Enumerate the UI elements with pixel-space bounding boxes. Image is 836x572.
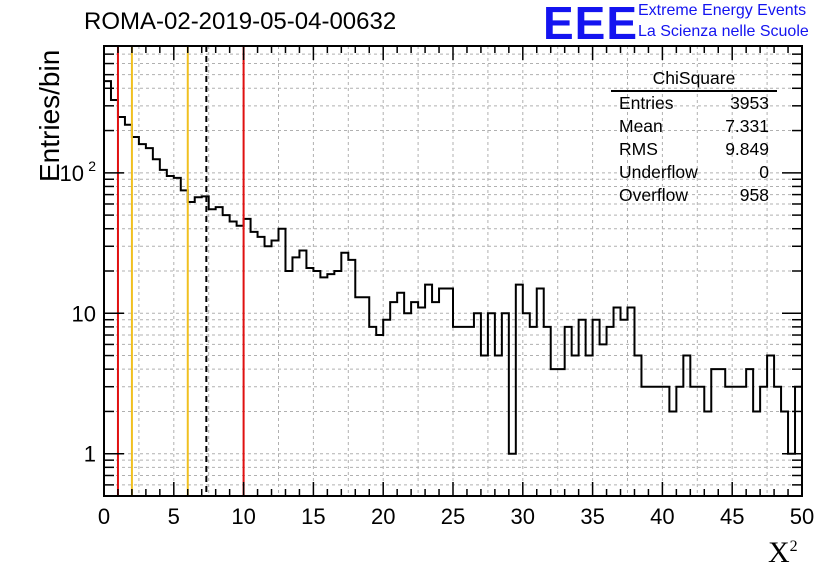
x-axis-label-base: X [768, 536, 790, 569]
stats-title: ChiSquare [611, 66, 777, 92]
stats-row: RMS 9.849 [611, 138, 777, 161]
x-tick-label: 0 [98, 504, 110, 529]
y-axis-label: Entries/bin [34, 49, 65, 182]
grid-lines [104, 46, 802, 496]
x-tick-label: 15 [301, 504, 325, 529]
stats-value: 7.331 [725, 116, 769, 136]
stats-label: Underflow [619, 162, 698, 182]
stats-label: Overflow [619, 185, 689, 205]
y-tick-label: 10 [60, 161, 84, 186]
x-tick-label: 25 [441, 504, 465, 529]
stats-label: Mean [619, 116, 663, 136]
y-tick-label: 1 [84, 442, 96, 467]
stats-row: Overflow 958 [611, 184, 777, 207]
stats-value: 9.849 [725, 139, 769, 159]
histogram-series [104, 80, 802, 455]
x-axis-label: X2 [768, 536, 798, 570]
stats-label: Entries [619, 93, 674, 113]
reference-lines [116, 46, 245, 496]
histogram-step-line [104, 80, 802, 455]
eee-logo: EEE [543, 0, 639, 49]
x-tick-label: 45 [720, 504, 744, 529]
x-tick-label: 10 [231, 504, 255, 529]
x-axis-label-sup: 2 [789, 538, 798, 555]
x-axis-ticks: 0 5 10 15 20 25 30 35 40 45 50 [98, 46, 814, 529]
y-tick-label: 10 [72, 301, 96, 326]
stats-box: ChiSquare Entries 3953 Mean 7.331 RMS 9.849… [611, 66, 777, 207]
stats-value: 3953 [730, 93, 769, 113]
x-tick-label: 40 [650, 504, 674, 529]
logo-text-line1: Extreme Energy Events [638, 2, 807, 19]
stats-value: 958 [739, 185, 769, 205]
stats-row: Underflow 0 [611, 161, 777, 184]
x-tick-label: 50 [790, 504, 814, 529]
y-tick-label-sup: 2 [88, 158, 96, 174]
logo-text-line2: La Scienza nelle Scuole [638, 23, 809, 40]
x-tick-label: 5 [168, 504, 180, 529]
stats-row: Mean 7.331 [611, 115, 777, 138]
stats-row: Entries 3953 [611, 92, 777, 115]
stats-value: 0 [759, 162, 769, 182]
x-tick-label: 35 [580, 504, 604, 529]
x-tick-label: 30 [511, 504, 535, 529]
stats-label: RMS [619, 139, 658, 159]
x-tick-label: 20 [371, 504, 395, 529]
histogram-title: ROMA-02-2019-05-04-00632 [84, 8, 397, 35]
